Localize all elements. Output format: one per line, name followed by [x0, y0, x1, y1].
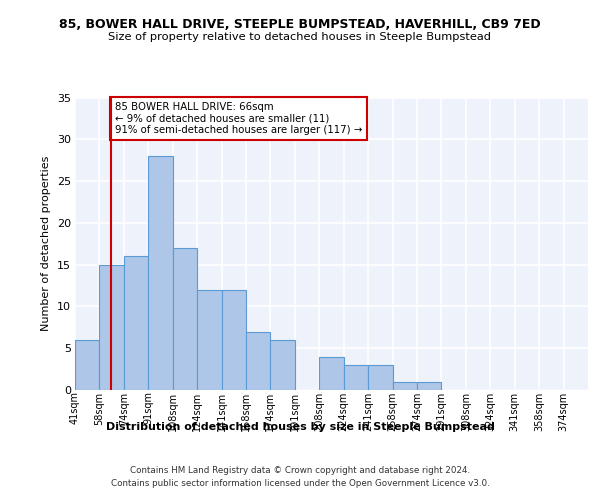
Bar — [148, 156, 173, 390]
Bar — [392, 382, 417, 390]
Bar — [319, 356, 344, 390]
Text: Size of property relative to detached houses in Steeple Bumpstead: Size of property relative to detached ho… — [109, 32, 491, 42]
Text: 85 BOWER HALL DRIVE: 66sqm
← 9% of detached houses are smaller (11)
91% of semi-: 85 BOWER HALL DRIVE: 66sqm ← 9% of detac… — [115, 102, 362, 135]
Bar — [197, 290, 221, 390]
Text: 85, BOWER HALL DRIVE, STEEPLE BUMPSTEAD, HAVERHILL, CB9 7ED: 85, BOWER HALL DRIVE, STEEPLE BUMPSTEAD,… — [59, 18, 541, 30]
Bar — [124, 256, 148, 390]
Bar — [221, 290, 246, 390]
Bar — [417, 382, 442, 390]
Bar — [173, 248, 197, 390]
Y-axis label: Number of detached properties: Number of detached properties — [41, 156, 51, 332]
Text: Distribution of detached houses by size in Steeple Bumpstead: Distribution of detached houses by size … — [106, 422, 494, 432]
Bar — [246, 332, 271, 390]
Bar — [100, 264, 124, 390]
Bar — [271, 340, 295, 390]
Bar — [344, 365, 368, 390]
Text: Contains HM Land Registry data © Crown copyright and database right 2024.
Contai: Contains HM Land Registry data © Crown c… — [110, 466, 490, 487]
Bar — [368, 365, 392, 390]
Bar — [75, 340, 100, 390]
